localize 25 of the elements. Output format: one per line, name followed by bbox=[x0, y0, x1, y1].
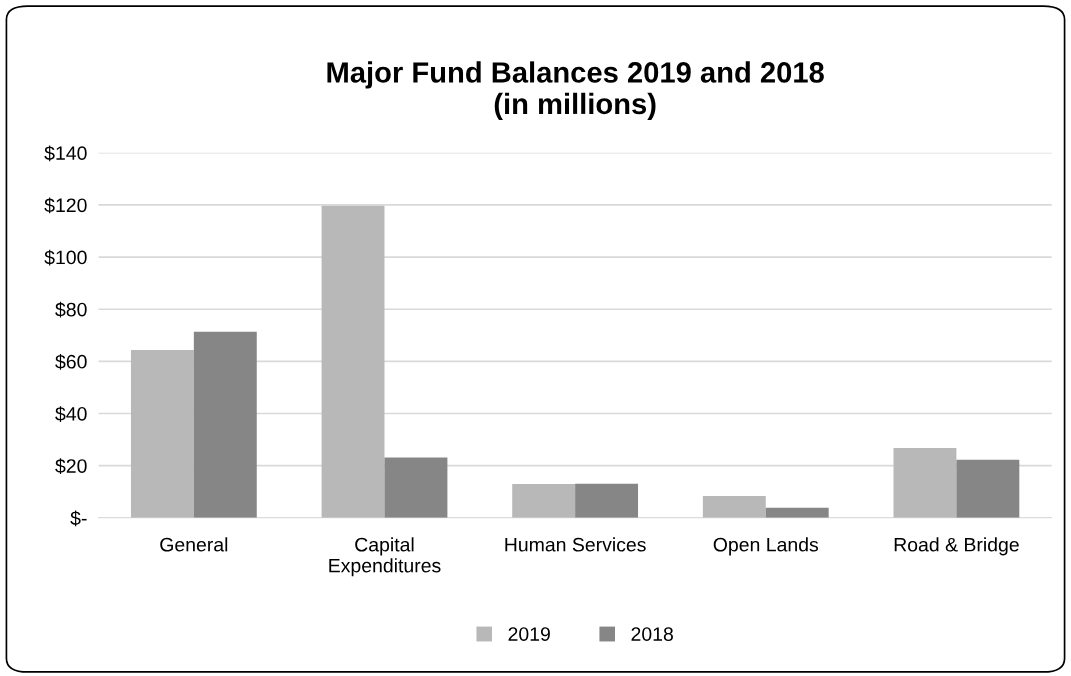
y-tick-label: $60 bbox=[55, 354, 87, 370]
bar bbox=[893, 447, 957, 518]
y-tick-label: $100 bbox=[44, 249, 87, 266]
y-tick-label: $120 bbox=[44, 197, 87, 214]
legend-label: 2018 bbox=[631, 627, 673, 641]
y-tick-label: $20 bbox=[55, 458, 87, 475]
bar bbox=[575, 483, 639, 518]
x-tick-label: Capital Expenditures bbox=[329, 537, 441, 577]
bar bbox=[956, 459, 1020, 518]
x-tick-label: Road & Bridge bbox=[894, 537, 1019, 556]
y-tick-label: $40 bbox=[55, 406, 87, 422]
bar bbox=[384, 457, 448, 518]
bar bbox=[193, 331, 257, 518]
y-tick-label: $- bbox=[70, 510, 87, 527]
x-tick-label: Open Lands bbox=[713, 537, 819, 556]
x-tick-label: General bbox=[160, 537, 228, 552]
bar bbox=[702, 495, 766, 518]
legend-label: 2019 bbox=[508, 627, 550, 641]
bar bbox=[321, 205, 385, 518]
y-tick-label: $140 bbox=[44, 145, 87, 162]
bar bbox=[512, 483, 576, 518]
bar bbox=[130, 349, 194, 518]
x-tick-label: Human Services bbox=[505, 537, 646, 552]
y-tick-label: $80 bbox=[55, 301, 87, 318]
chart-title: Major Fund Balances 2019 and 2018 (in millions) bbox=[327, 61, 824, 120]
